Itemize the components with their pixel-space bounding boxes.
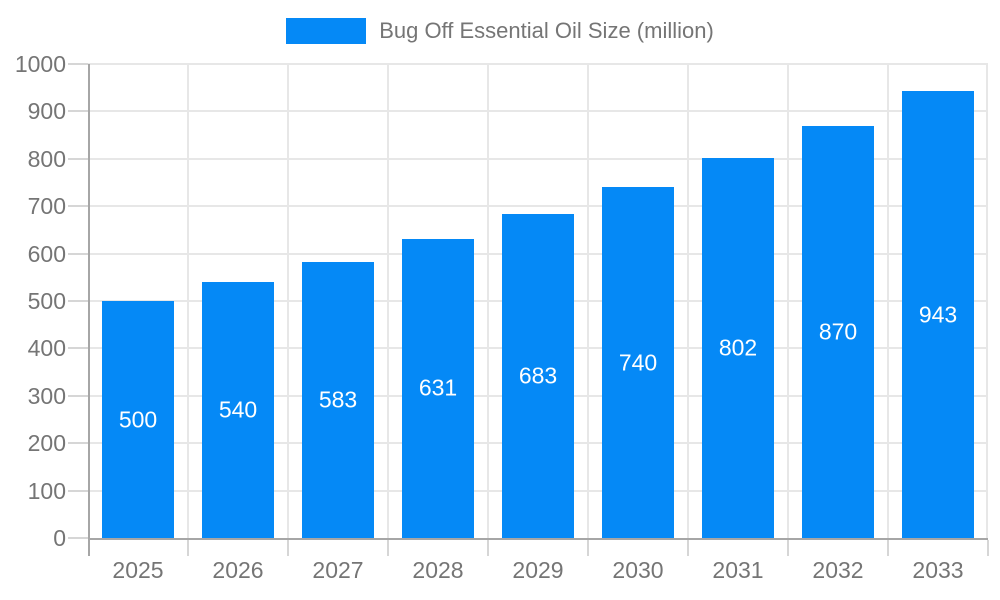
y-tick-label: 100 (27, 477, 66, 504)
bar-value-label: 870 (818, 318, 858, 345)
x-tick (987, 540, 989, 556)
bar-2030[interactable]: 740 (602, 187, 674, 538)
x-tick-label-2026: 2026 (212, 557, 264, 583)
y-tick (68, 347, 88, 350)
x-tick-label-2027: 2027 (312, 557, 364, 583)
bar-value-label: 943 (918, 301, 958, 328)
x-gridline (487, 64, 489, 538)
x-tick (787, 540, 789, 556)
y-tick (68, 537, 88, 539)
y-tick-label: 900 (27, 98, 66, 125)
bar-2033[interactable]: 943 (902, 91, 974, 538)
plot-area: 500 540 583 631 683 740 802 870 943 (68, 63, 989, 556)
bar-2025[interactable]: 500 (102, 301, 174, 538)
y-tick-label: 300 (27, 382, 66, 409)
x-gridline (287, 64, 289, 538)
y-tick (68, 205, 88, 208)
y-tick (68, 157, 88, 160)
bar-2027[interactable]: 583 (302, 261, 374, 538)
x-tick (687, 540, 689, 556)
y-gridline (88, 110, 988, 113)
x-tick (487, 540, 489, 556)
y-gridline (88, 205, 988, 208)
bar-2029[interactable]: 683 (502, 214, 574, 538)
x-tick (187, 540, 189, 556)
bar-value-label: 540 (218, 396, 258, 423)
y-gridline (88, 157, 988, 160)
x-tick-label-2033: 2033 (912, 557, 964, 583)
x-gridline (187, 64, 189, 538)
x-gridline (687, 64, 689, 538)
bar-value-label: 740 (618, 349, 658, 376)
bar-value-label: 583 (318, 386, 358, 413)
y-axis-labels: 0 100 200 300 400 500 600 700 800 900 1000 (0, 51, 66, 551)
bar-value-label: 631 (418, 374, 458, 401)
bar-value-label: 500 (118, 406, 158, 432)
x-tick (287, 540, 289, 556)
y-tick-label: 700 (27, 193, 66, 220)
legend[interactable]: Bug Off Essential Oil Size (million) (0, 16, 1000, 46)
bar-value-label: 802 (718, 334, 758, 361)
y-tick (68, 110, 88, 113)
y-tick-label: 1000 (14, 51, 66, 77)
bar-2032[interactable]: 870 (802, 125, 874, 538)
x-gridline (887, 64, 889, 538)
y-tick (68, 300, 88, 302)
legend-label: Bug Off Essential Oil Size (million) (379, 18, 714, 43)
x-tick (387, 540, 389, 556)
bar-2028[interactable]: 631 (402, 238, 474, 538)
y-tick (68, 394, 88, 397)
y-tick (68, 442, 88, 445)
x-gridline (387, 64, 389, 538)
legend-swatch (286, 18, 367, 44)
y-tick-label: 800 (27, 145, 66, 172)
x-gridline (986, 64, 988, 538)
y-tick-label: 400 (27, 335, 66, 362)
bar-2026[interactable]: 540 (202, 282, 274, 538)
x-axis-labels: 2025 2026 2027 2028 2029 2030 2031 2032 2033 (88, 556, 988, 588)
y-tick (68, 63, 88, 65)
x-gridline (787, 64, 789, 538)
y-tick (68, 252, 88, 255)
x-gridline (587, 64, 589, 538)
y-axis-line (88, 64, 90, 556)
bar-value-label: 683 (518, 362, 558, 389)
x-tick-label-2025: 2025 (112, 557, 164, 583)
x-tick-label-2028: 2028 (412, 557, 464, 583)
x-tick-label-2029: 2029 (512, 557, 564, 583)
y-tick-label: 500 (27, 288, 66, 314)
y-tick-label: 0 (53, 525, 66, 551)
x-tick-label-2030: 2030 (612, 557, 664, 583)
y-tick (68, 489, 88, 492)
y-gridline (88, 63, 988, 65)
y-tick-label: 600 (27, 240, 66, 267)
y-tick-label: 200 (27, 430, 66, 457)
x-tick (587, 540, 589, 556)
x-axis-line (88, 538, 988, 540)
x-tick-label-2031: 2031 (712, 557, 764, 583)
x-tick (887, 540, 889, 556)
bar-2031[interactable]: 802 (702, 157, 774, 538)
x-tick-label-2032: 2032 (812, 557, 864, 583)
